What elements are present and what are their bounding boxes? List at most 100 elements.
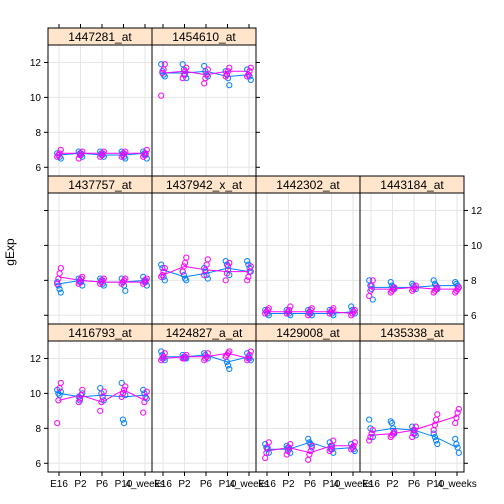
series-b-point <box>201 357 208 364</box>
series-a-point <box>264 446 271 453</box>
x-tick-label: E16 <box>362 479 380 490</box>
y-tick-label: 8 <box>35 128 41 139</box>
series-a-point <box>455 449 462 456</box>
series-b-point <box>118 280 125 287</box>
series-b-line <box>370 415 458 436</box>
series-a-point <box>454 444 461 451</box>
series-b-point <box>387 433 394 441</box>
series-a-point <box>180 271 187 279</box>
series-b-point <box>409 287 416 294</box>
series-b-point <box>158 357 165 364</box>
series-b-point <box>262 454 269 462</box>
series-b-point <box>97 407 104 414</box>
panel-strip-label: 1442302_at <box>276 178 340 192</box>
series-b-point <box>366 437 373 444</box>
series-a-point <box>183 277 190 284</box>
series-b-point <box>201 80 208 87</box>
series-b-point <box>305 312 312 319</box>
x-tick-label: P10 <box>115 479 133 490</box>
series-a-point <box>159 265 166 272</box>
series-b-point <box>78 392 85 399</box>
series-a-point <box>57 289 64 296</box>
x-tick-label: P10 <box>427 479 445 490</box>
series-a-point <box>247 76 254 84</box>
series-b-point <box>118 153 125 160</box>
series-b-point <box>158 92 165 99</box>
series-b-point <box>244 357 251 364</box>
series-b-point <box>201 271 208 279</box>
series-b-point <box>351 439 358 446</box>
panel-border <box>151 44 257 177</box>
series-a-point <box>118 379 125 387</box>
series-b-point <box>143 146 150 153</box>
x-tick-label: P2 <box>74 479 87 490</box>
series-b-point <box>158 273 165 280</box>
series-a-point <box>54 278 61 286</box>
series-b-point <box>160 268 167 275</box>
series-b-point <box>54 419 61 427</box>
x-tick-label: E16 <box>154 479 172 490</box>
series-a-point <box>161 277 168 284</box>
series-b-point <box>369 426 376 434</box>
y-tick-label: 12 <box>471 206 483 217</box>
series-b-point <box>161 265 168 272</box>
series-b-point <box>409 433 416 441</box>
x-tick-label: P2 <box>386 479 399 490</box>
series-a-point <box>121 419 128 427</box>
x-tick-label: P10 <box>219 479 237 490</box>
series-a-point <box>226 82 233 89</box>
series-b-point <box>329 442 336 449</box>
series-b-point <box>57 146 64 153</box>
series-a-point <box>430 277 437 284</box>
series-b-point <box>430 426 437 434</box>
series-b-point <box>367 433 374 441</box>
x-tick-label: P10 <box>323 479 341 490</box>
x-tick-label: P6 <box>304 479 317 490</box>
series-b-point <box>225 263 232 270</box>
series-b-point <box>452 289 459 296</box>
y-tick-label: 8 <box>35 424 41 435</box>
series-a-point <box>222 258 229 265</box>
series-b-point <box>75 155 82 162</box>
series-b-point <box>326 447 333 455</box>
series-b-point <box>366 292 373 300</box>
series-a-point <box>225 362 232 369</box>
series-b-point <box>179 75 186 82</box>
panel-strip-label: 1437942_x_at <box>166 178 243 192</box>
panel-strip-label: 1447281_at <box>68 30 132 44</box>
y-tick-label: 10 <box>471 241 483 252</box>
series-b-point <box>307 447 314 455</box>
series-a-point <box>369 433 376 441</box>
x-tick-label: P6 <box>200 479 213 490</box>
series-a-point <box>430 430 437 437</box>
series-a-point <box>369 296 376 303</box>
x-tick-label: E16 <box>50 479 68 490</box>
series-b-point <box>410 430 417 437</box>
series-b-point <box>222 73 229 80</box>
x-tick-label: P6 <box>408 479 421 490</box>
series-b-point <box>54 280 61 287</box>
series-b-point <box>97 280 104 287</box>
series-b-point <box>182 68 189 75</box>
y-tick-label: 6 <box>471 311 477 322</box>
series-a-point <box>158 261 165 268</box>
y-tick-label: 10 <box>30 93 42 104</box>
series-b-point <box>179 355 186 362</box>
series-a-point <box>366 416 373 423</box>
x-tick-label: 4_weeks <box>333 479 372 490</box>
series-b-point <box>411 426 418 434</box>
x-tick-label: E16 <box>258 479 276 490</box>
y-tick-label: 6 <box>35 163 41 174</box>
panel-border <box>47 340 153 473</box>
series-b-point <box>75 399 82 406</box>
series-b-point <box>122 383 129 390</box>
x-tick-label: 4_weeks <box>437 479 476 490</box>
series-b-point <box>179 268 186 275</box>
series-b-point <box>54 153 61 160</box>
series-b-point <box>287 440 294 448</box>
panel-strip-label: 1416793_at <box>68 326 132 340</box>
series-b-point <box>121 386 128 394</box>
series-a-point <box>57 388 64 395</box>
